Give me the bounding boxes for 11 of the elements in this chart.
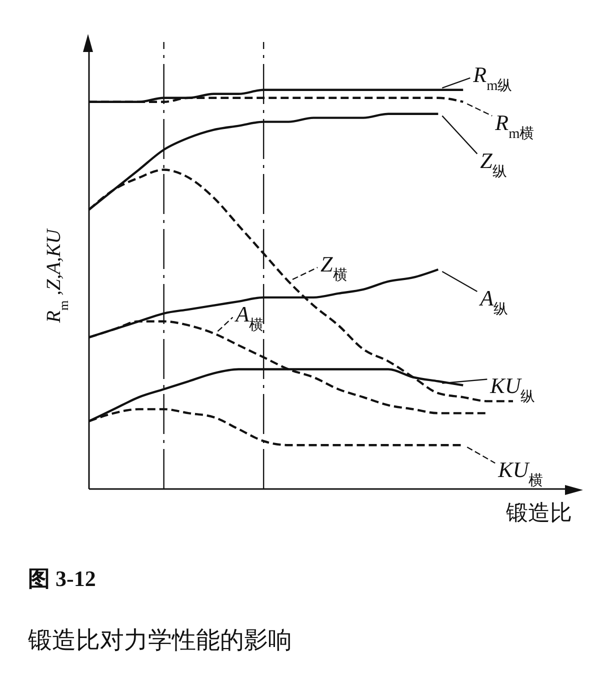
legend-label: Z$_{横}$ — [320, 251, 347, 284]
legend-label: R$_{m纵}$ — [472, 62, 512, 94]
legend-label: KU$_{纵}$ — [489, 373, 535, 406]
legend-label: A$_{横}$ — [234, 301, 264, 334]
text: A$_{纵}$ — [478, 285, 508, 318]
legend-label: R$_{m横}$ — [494, 110, 534, 142]
text: Z$_{纵}$ — [480, 148, 506, 180]
text: 锻造比对力学性能的影响 — [28, 627, 293, 656]
series-label: KU$_{横}$ — [497, 457, 543, 490]
x-axis-title: 锻造比 — [505, 500, 572, 525]
text: 图 3-12 — [28, 565, 97, 593]
